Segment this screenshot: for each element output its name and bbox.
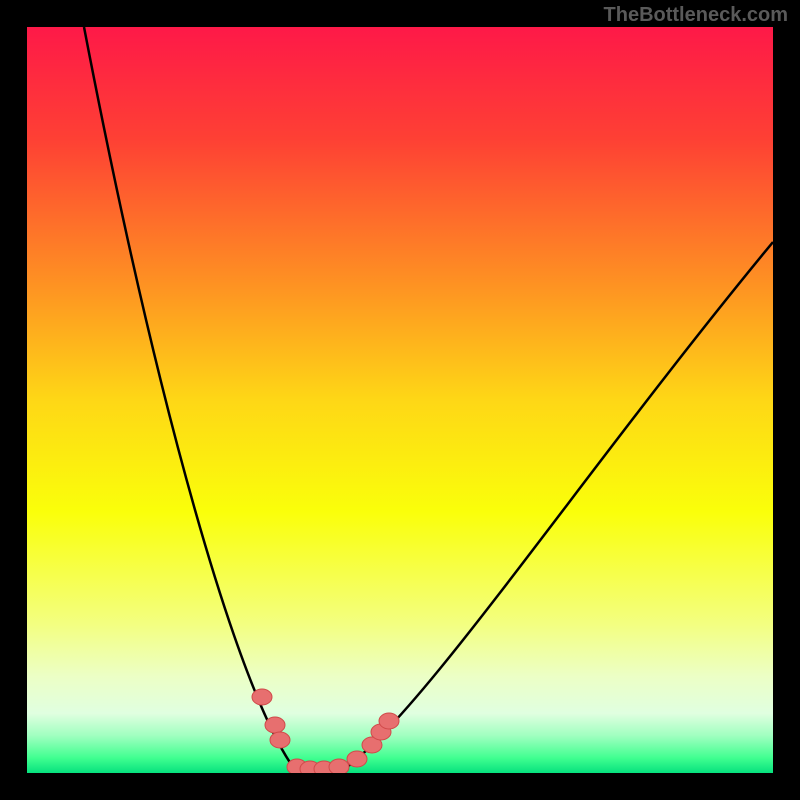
data-marker <box>347 751 367 767</box>
data-marker <box>265 717 285 733</box>
data-marker <box>329 759 349 773</box>
data-marker <box>270 732 290 748</box>
bottleneck-chart <box>27 27 773 773</box>
gradient-background <box>27 27 773 773</box>
data-marker <box>379 713 399 729</box>
chart-container: TheBottleneck.com <box>0 0 800 800</box>
data-marker <box>252 689 272 705</box>
watermark-text: TheBottleneck.com <box>604 4 788 27</box>
